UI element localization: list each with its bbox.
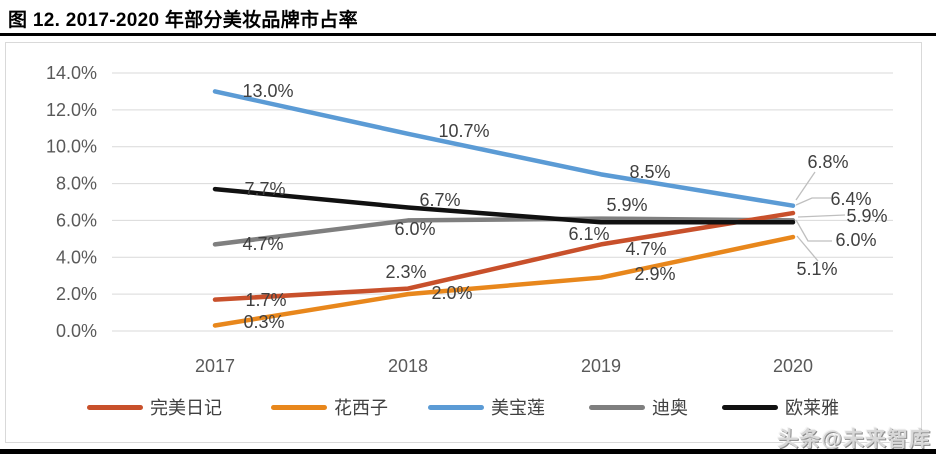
- legend-item-迪奥: 迪奥: [589, 396, 688, 418]
- data-label-迪奥: 6.1%: [568, 224, 609, 244]
- data-label-美宝莲: 8.5%: [629, 162, 670, 182]
- data-label-完美日记: 2.3%: [385, 262, 426, 282]
- series-line-欧莱雅: [212, 186, 796, 225]
- legend-swatch-icon: [87, 404, 143, 410]
- callout-leader-line: [795, 197, 831, 206]
- y-axis-tick-label: 2.0%: [56, 284, 97, 304]
- legend-label: 美宝莲: [491, 398, 545, 418]
- watermark: 头条@未来智库: [777, 428, 931, 451]
- x-axis-tick-label: 2020: [773, 356, 813, 376]
- legend-label: 花西子: [334, 398, 388, 418]
- callout-leader-line: [797, 214, 846, 218]
- data-label-欧莱雅: 5.9%: [846, 206, 887, 226]
- legend-item-完美日记: 完美日记: [87, 396, 222, 418]
- data-label-迪奥: 6.0%: [394, 219, 435, 239]
- legend-swatch-icon: [589, 404, 645, 410]
- y-axis-tick-label: 4.0%: [56, 247, 97, 267]
- data-label-欧莱雅: 7.7%: [244, 179, 285, 199]
- callout-leader-line: [795, 219, 832, 242]
- legend-swatch-icon: [428, 404, 484, 410]
- title-underline: [0, 33, 936, 36]
- callout-leader-line: [796, 235, 819, 262]
- x-axis-tick-label: 2018: [388, 356, 428, 376]
- legend-item-美宝莲: 美宝莲: [428, 396, 545, 418]
- data-label-完美日记: 6.4%: [830, 189, 871, 209]
- callout-leader-line: [795, 171, 816, 201]
- legend-swatch-icon: [722, 404, 778, 410]
- series-line-完美日记: [212, 210, 796, 302]
- legend-label: 欧莱雅: [785, 398, 839, 418]
- x-axis-tick-label: 2019: [581, 356, 621, 376]
- y-axis-tick-label: 0.0%: [56, 321, 97, 341]
- data-label-迪奥: 4.7%: [242, 234, 283, 254]
- data-label-美宝莲: 10.7%: [438, 121, 489, 141]
- series-line-花西子: [212, 234, 796, 328]
- data-label-花西子: 0.3%: [243, 312, 284, 332]
- data-label-美宝莲: 13.0%: [242, 81, 293, 101]
- y-axis-tick-label: 12.0%: [46, 100, 97, 120]
- figure-title: 图 12. 2017-2020 年部分美妆品牌市占率: [8, 10, 358, 31]
- y-axis-tick-label: 14.0%: [46, 63, 97, 83]
- data-label-完美日记: 1.7%: [245, 290, 286, 310]
- data-label-美宝莲: 6.8%: [807, 152, 848, 172]
- data-label-花西子: 2.9%: [634, 264, 675, 284]
- chart-legend: 完美日记 花西子 美宝莲 迪奥 欧莱雅: [0, 396, 936, 420]
- data-label-迪奥: 6.0%: [835, 230, 876, 250]
- y-axis-tick-label: 6.0%: [56, 210, 97, 230]
- legend-label: 迪奥: [652, 398, 688, 418]
- data-label-花西子: 2.0%: [431, 283, 472, 303]
- y-axis-tick-label: 8.0%: [56, 174, 97, 194]
- data-label-欧莱雅: 5.9%: [606, 195, 647, 215]
- series-line-迪奥: [212, 216, 796, 247]
- bottom-divider: [0, 449, 936, 454]
- data-label-欧莱雅: 6.7%: [419, 190, 460, 210]
- data-label-花西子: 5.1%: [796, 259, 837, 279]
- legend-item-花西子: 花西子: [271, 396, 388, 418]
- data-label-完美日记: 4.7%: [625, 239, 666, 259]
- x-axis-tick-label: 2017: [195, 356, 235, 376]
- series-line-美宝莲: [212, 89, 796, 208]
- legend-label: 完美日记: [150, 398, 222, 418]
- y-axis-tick-label: 10.0%: [46, 137, 97, 157]
- legend-item-欧莱雅: 欧莱雅: [722, 396, 839, 418]
- legend-swatch-icon: [271, 404, 327, 410]
